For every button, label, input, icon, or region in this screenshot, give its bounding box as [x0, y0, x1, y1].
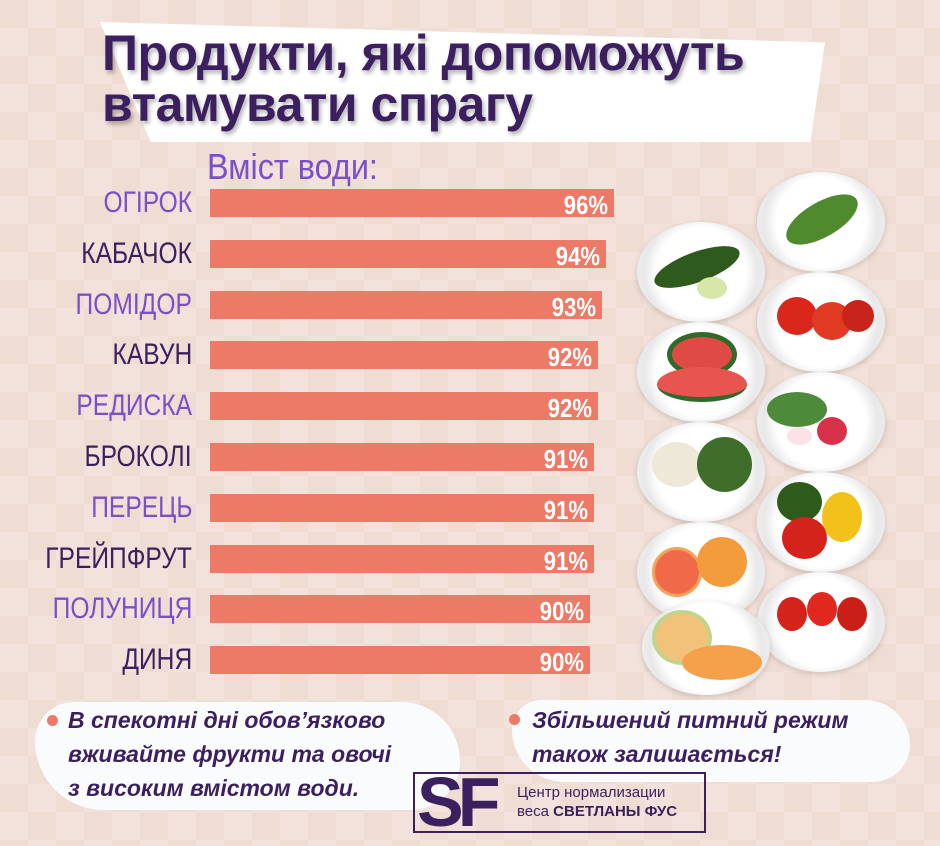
category-label: ПЕРЕЦЬ — [90, 490, 192, 524]
logo-text: веса — [517, 803, 554, 820]
bar: 91% — [210, 544, 594, 576]
data-label: 91% — [543, 444, 588, 474]
watermelon-plate-icon — [637, 322, 765, 422]
data-label: 91% — [543, 545, 588, 576]
cucumber-plate-icon — [757, 172, 885, 272]
logo-line-2: веса СВЕТЛАНЫ ФУС — [517, 803, 677, 820]
title-banner — [100, 22, 825, 142]
category-label: БРОКОЛІ — [84, 440, 192, 473]
bar: 93% — [210, 290, 602, 322]
tip-line: з високим вмістом води. — [68, 775, 360, 801]
data-label: 92% — [547, 393, 592, 424]
bar-row: ОГІРОК 96% — [0, 186, 620, 220]
data-label: 93% — [551, 291, 596, 322]
radish-plate-icon — [757, 372, 885, 472]
bar-row: РЕДИСКА 92% — [0, 389, 620, 423]
data-label: 92% — [547, 342, 592, 373]
pepper-plate-icon — [757, 472, 885, 572]
bar: 90% — [210, 646, 590, 677]
category-label: ГРЕЙПФРУТ — [45, 541, 192, 575]
logo-mark: SF — [417, 763, 500, 841]
bar: 96% — [210, 189, 614, 220]
data-label: 96% — [563, 190, 608, 220]
category-label: РЕДИСКА — [76, 389, 192, 423]
tip-text-2: Збільшений питний режим також залишаєтьс… — [532, 703, 848, 771]
logo-name: СВЕТЛАНЫ ФУС — [553, 803, 678, 820]
category-label: ДИНЯ — [122, 643, 192, 677]
bar-row: БРОКОЛІ 91% — [0, 440, 620, 474]
data-label: 90% — [539, 647, 584, 678]
title-line-1: Продукти, які допоможуть — [102, 25, 745, 81]
bar: 94% — [210, 239, 606, 271]
bar: 91% — [210, 493, 594, 525]
tip-text-1: В спекотні дні обов’язково вживайте фрук… — [68, 703, 391, 805]
bar: 92% — [210, 341, 598, 372]
bar-row: КАВУН 92% — [0, 338, 620, 372]
page-title: Продукти, які допоможуть втамувати спраг… — [102, 25, 745, 132]
logo-line-1: Центр нормализации — [517, 784, 666, 801]
strawberry-plate-icon — [757, 572, 885, 672]
bar-row: ГРЕЙПФРУТ 91% — [0, 541, 620, 576]
data-label: 91% — [543, 494, 588, 525]
zucchini-plate-icon — [637, 222, 765, 322]
bar: 90% — [210, 595, 590, 626]
bar-row: ДИНЯ 90% — [0, 643, 620, 677]
broccoli-plate-icon — [637, 422, 765, 522]
tip-line: Збільшений питний режим — [532, 707, 849, 733]
category-label: КАВУН — [112, 338, 192, 372]
tip-note-2 — [512, 700, 910, 782]
data-label: 94% — [555, 240, 600, 271]
tip-line: В спекотні дні обов’язково — [68, 707, 386, 733]
bar-row: ПЕРЕЦЬ 91% — [0, 490, 620, 525]
bullet-icon — [47, 715, 58, 726]
category-label: ОГІРОК — [103, 186, 192, 219]
chart-title: Вміст води: — [207, 146, 378, 187]
bar-row: ПОМІДОР 93% — [0, 287, 620, 322]
category-label: ПОЛУНИЦЯ — [52, 592, 192, 626]
grapefruit-plate-icon — [637, 522, 765, 622]
title-line-2: втамувати спрагу — [102, 76, 533, 132]
melon-plate-icon — [642, 600, 770, 695]
bullet-icon — [509, 714, 520, 725]
data-label: 90% — [539, 596, 584, 627]
tomato-plate-icon — [757, 272, 885, 372]
bar-row: КАБАЧОК 94% — [0, 236, 620, 271]
bar-row: ПОЛУНИЦЯ 90% — [0, 592, 620, 626]
tip-line: також залишається! — [532, 741, 782, 767]
bar: 92% — [210, 392, 598, 423]
bar: 91% — [210, 443, 594, 474]
category-label: КАБАЧОК — [81, 236, 192, 270]
tip-line: вживайте фрукти та овочі — [68, 741, 392, 767]
tip-note-1 — [35, 702, 460, 810]
category-label: ПОМІДОР — [75, 287, 192, 321]
brand-logo: SF Центр нормализации веса СВЕТЛАНЫ ФУС — [413, 763, 706, 841]
